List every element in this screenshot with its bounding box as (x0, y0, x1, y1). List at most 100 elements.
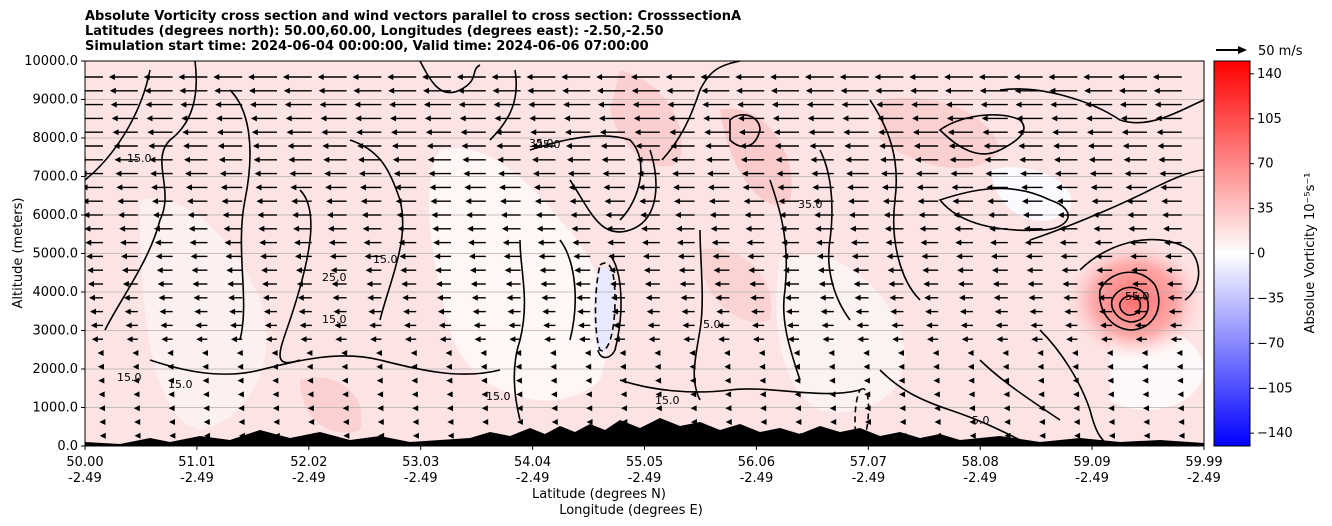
wind-vector-head (854, 294, 861, 301)
wind-vector-head (537, 239, 544, 246)
wind-vector-head (404, 322, 411, 329)
wind-vector-head (528, 101, 535, 108)
contour-line (938, 114, 1025, 155)
wind-vector-head (288, 156, 295, 163)
wind-vector-head (981, 115, 988, 122)
wind-vector-head (456, 74, 463, 80)
wind-vector-head (368, 308, 375, 315)
wind-vector-head (343, 432, 350, 439)
wind-vector-head (505, 281, 512, 287)
wind-vector-head (459, 115, 466, 122)
wind-vector-head (202, 377, 209, 384)
wind-vector-head (250, 115, 257, 122)
wind-vector-head (388, 87, 395, 94)
wind-vector-head (1064, 308, 1071, 315)
wind-vector-head (252, 143, 259, 149)
wind-vector-head (880, 156, 887, 163)
wind-vector-head (1167, 294, 1174, 301)
wind-vector-head (676, 239, 683, 246)
wind-vector-head (1050, 101, 1057, 108)
wind-vector-head (633, 115, 640, 122)
wind-vector-head (435, 267, 442, 274)
wind-vector-head (956, 253, 963, 260)
wind-vector-head (635, 143, 642, 149)
wind-vector-head (533, 170, 540, 177)
wind-vector-head (849, 212, 855, 218)
wind-vector-head (739, 129, 746, 136)
wind-vector-head (675, 225, 682, 232)
wind-vector-head (1094, 239, 1101, 246)
wind-vector-head (319, 101, 326, 108)
wind-vector-head (217, 143, 224, 149)
wind-vector-head (1022, 198, 1029, 205)
wind-vector-head (812, 184, 819, 191)
wind-vector-head (1023, 212, 1029, 218)
wind-vector-head (958, 281, 965, 287)
wind-vector-head (498, 170, 505, 177)
wind-vector-head (1097, 281, 1104, 287)
colorbar-tick-label: −70 (1257, 336, 1284, 351)
wind-vector-head (1048, 74, 1055, 80)
wind-vector-head (1134, 322, 1141, 329)
wind-vector-head (265, 336, 272, 343)
wind-vector-head (1176, 350, 1183, 356)
wind-vector-head (294, 239, 301, 246)
wind-vector-head (306, 363, 313, 370)
wind-vector-head (723, 350, 730, 356)
wind-vector-head (364, 253, 371, 260)
wind-vector-head (630, 74, 637, 80)
wind-vector-head (186, 198, 193, 205)
wind-vector-head (445, 363, 452, 370)
wind-vector-head (463, 170, 470, 177)
y-tick-label: 8000.0 (33, 131, 79, 146)
wind-vector-head (822, 336, 829, 343)
colorbar-gradient (1213, 60, 1251, 447)
wind-vector-head (551, 419, 558, 425)
wind-vector-head (216, 115, 223, 122)
field-region-light (776, 254, 905, 412)
wind-vector-head (509, 336, 516, 343)
wind-vector-head (196, 336, 203, 343)
wind-vector-head (542, 308, 549, 315)
wind-vector-head (85, 225, 91, 232)
wind-vector-head (1037, 363, 1044, 370)
wind-vector-head (770, 74, 777, 80)
wind-vector-head (1178, 432, 1185, 439)
wind-vector-head (189, 239, 196, 246)
wind-vector-head (891, 322, 898, 329)
x-axis-title-lon: Longitude (degrees E) (559, 503, 703, 518)
wind-vector-head (227, 281, 234, 287)
wind-vector-head (883, 212, 890, 218)
wind-vector-head (913, 143, 920, 149)
wind-vector-head (352, 74, 359, 80)
wind-vector-head (638, 184, 645, 191)
wind-vector-head (1156, 129, 1163, 136)
wind-vector-head (178, 74, 185, 80)
x-tick-label-lon: -2.49 (68, 471, 102, 486)
contour-line (1099, 271, 1160, 331)
wind-vector-head (86, 253, 93, 260)
wind-vector-head (571, 225, 578, 232)
wind-vector-head (85, 198, 89, 205)
wind-vector-head (850, 239, 857, 246)
wind-vector-head (461, 143, 468, 149)
wind-vector-head (1086, 115, 1093, 122)
wind-vector-head (892, 336, 899, 343)
wind-vector-head (194, 308, 201, 315)
wind-vector-head (493, 101, 500, 108)
wind-vector-head (466, 212, 473, 218)
wind-vector-head (671, 156, 678, 163)
wind-vector-head (1164, 253, 1171, 260)
wind-vector-head (993, 294, 1000, 301)
wind-vector-head (674, 198, 681, 205)
wind-vector-head (813, 198, 820, 205)
wind-vector-head (967, 363, 974, 370)
wind-vector-head (703, 115, 710, 122)
wind-vector-head (944, 74, 951, 80)
contour-line (104, 61, 198, 331)
wind-vector-head (273, 405, 280, 412)
contour-label: 15.0 (117, 371, 142, 384)
wind-vector-head (262, 294, 269, 301)
wind-vector-head (248, 74, 255, 80)
